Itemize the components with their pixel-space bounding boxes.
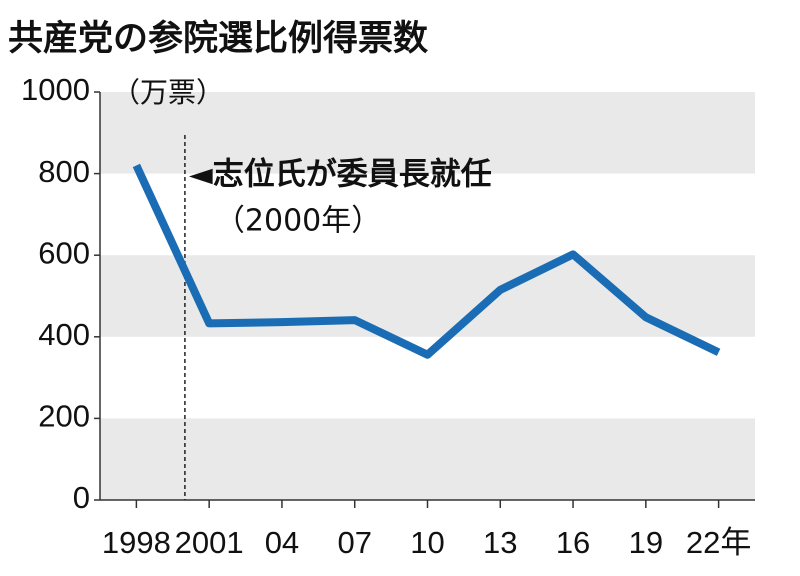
x-tick-label: 1998 — [102, 525, 171, 560]
x-tick-label: 10 — [410, 525, 444, 560]
chart-title: 共産党の参院選比例得票数 — [8, 19, 428, 59]
x-tick-label: 04 — [265, 525, 299, 560]
x-tick-label: 22年 — [686, 525, 751, 560]
y-tick-label: 600 — [38, 235, 90, 270]
annotation-note: （2000年） — [215, 204, 381, 239]
plot-background — [100, 92, 755, 500]
y-tick-label: 800 — [38, 154, 90, 189]
annotation-text: ◄志位氏が委員長就任 — [189, 157, 492, 193]
grid-band — [100, 92, 755, 174]
x-tick-label: 16 — [556, 525, 590, 560]
y-tick-label: 400 — [38, 317, 90, 352]
y-tick-label: 1000 — [21, 72, 90, 107]
x-tick-label: 07 — [337, 525, 371, 560]
x-tick-label: 19 — [629, 525, 663, 560]
line — [132, 163, 721, 359]
y-unit: （万票） — [112, 76, 224, 109]
x-tick-label: 13 — [483, 525, 517, 560]
x-tick-label: 2001 — [175, 525, 244, 560]
y-tick-label: 200 — [38, 399, 90, 434]
grid-band — [100, 418, 755, 500]
y-tick-label: 0 — [73, 480, 90, 515]
